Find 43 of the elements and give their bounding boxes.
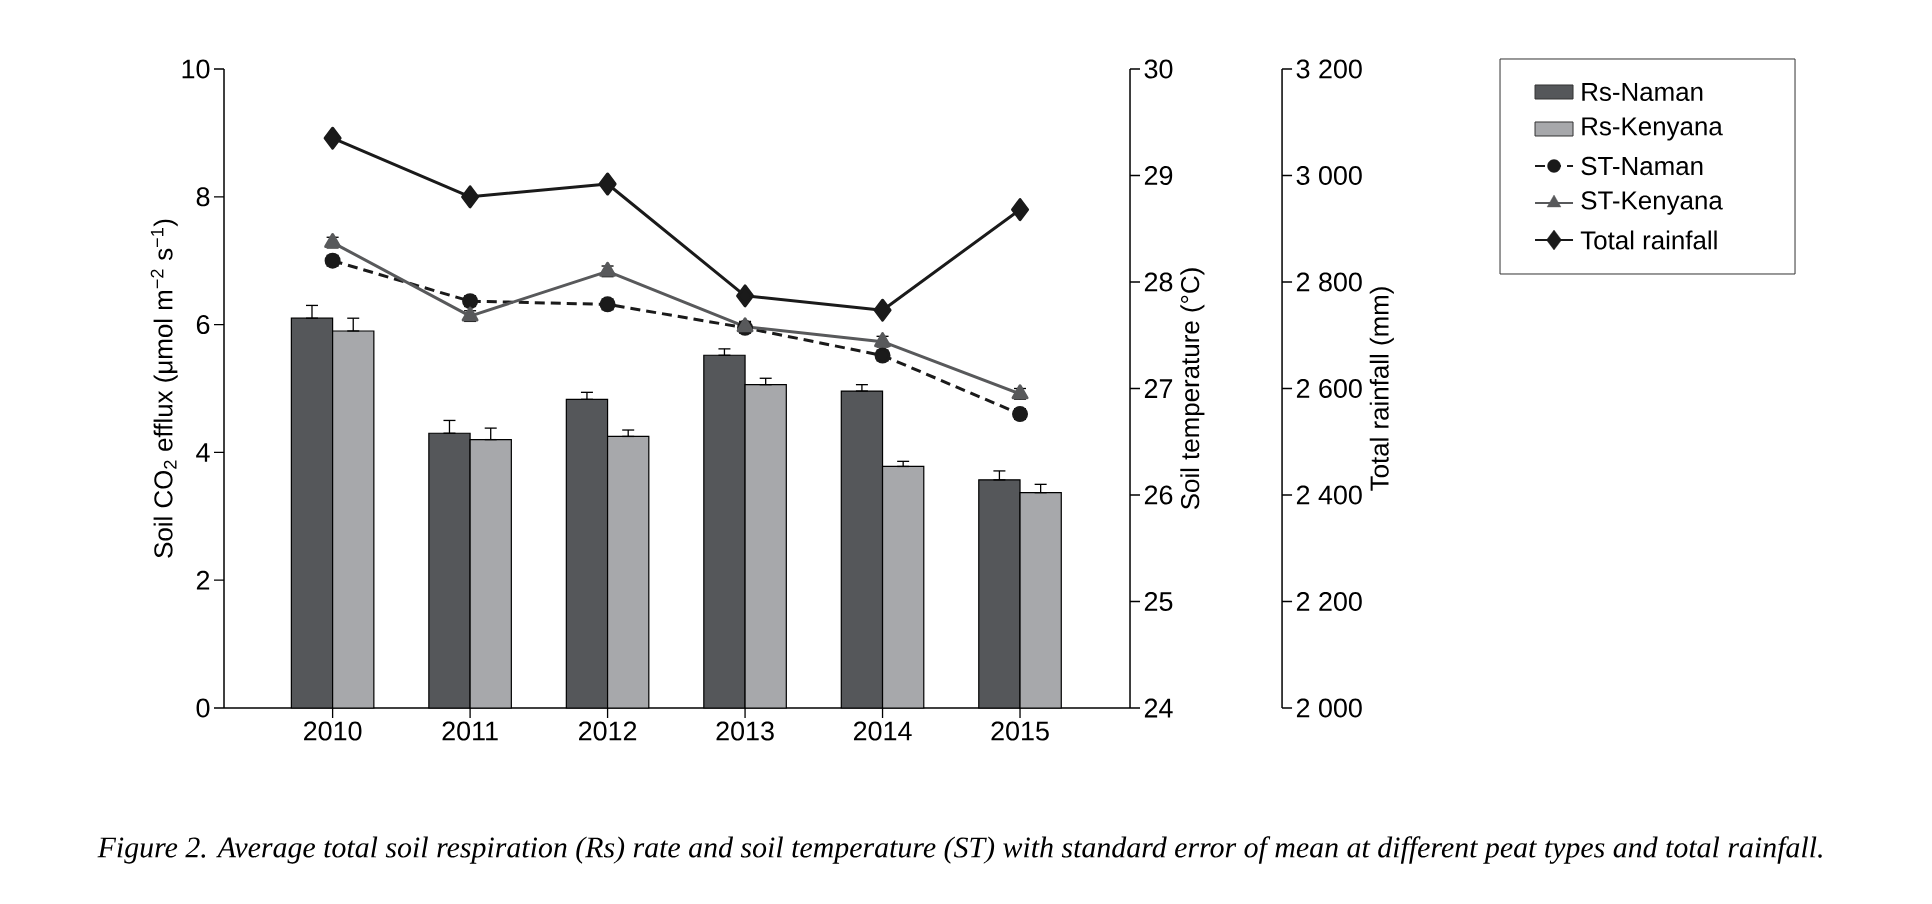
y2-tick-label: 25 [1144,591,1173,612]
y-tick-label: 4 [196,443,210,462]
point [873,298,892,322]
y3-tick-label: 2 800 [1296,272,1362,292]
x-tick-label: 2012 [579,721,637,741]
y2-tick-label: 30 [1144,59,1173,79]
x-tick-label: 2010 [304,721,362,741]
y-tick-label: 0 [196,698,210,718]
point [736,284,755,308]
point [599,261,617,277]
x-tick-label: 2014 [853,721,912,741]
legend-label: ST-Naman [1581,156,1703,176]
y2-tick-label: 29 [1144,165,1173,186]
y3-tick-label: 3 200 [1296,59,1362,79]
x-tick-label: 2013 [716,721,774,741]
y-tick-label: 10 [182,59,210,79]
point [1011,198,1030,222]
point [461,306,479,322]
y3-tick-label: 2 600 [1296,378,1362,399]
x-tick-label: 2011 [442,721,498,741]
point [461,185,480,209]
y3-tick-label: 2 400 [1296,485,1362,505]
text: Figure 2. Average total soil respiration (Rs) rate and soil temperature (ST) with standard error of mean at different peat types and total rainfall. [97,836,1822,864]
y3-axis-title: Total rainfall (mm) [1369,287,1394,491]
y-tick-label: 8 [196,187,210,207]
legend-label: Total rainfall [1580,230,1717,250]
legend-label: Rs-Kenyana [1582,117,1723,141]
y-tick-label: 2 [196,570,210,590]
y-axis-title: Soil CO$_{2}$ efflux (μmol m$^{−2}$ s$^{−1}$) [150,219,178,558]
y2-axis-title: Soil temperature (°C) [1180,268,1205,510]
point [598,172,617,196]
y2-tick-label: 28 [1144,272,1173,292]
x-tick-label: 2015 [991,721,1049,741]
y3-tick-label: 3 000 [1296,165,1362,186]
y2-tick-label: 27 [1144,379,1173,398]
y3-tick-label: 2 200 [1296,591,1362,612]
y-tick-label: 6 [196,315,210,335]
legend-label: ST-Kenyana [1581,191,1723,215]
legend-label: Rs-Naman [1582,82,1703,102]
y2-tick-label: 26 [1144,485,1173,505]
y3-tick-label: 2 000 [1296,698,1362,718]
y2-tick-label: 24 [1144,698,1173,718]
point [323,126,342,150]
